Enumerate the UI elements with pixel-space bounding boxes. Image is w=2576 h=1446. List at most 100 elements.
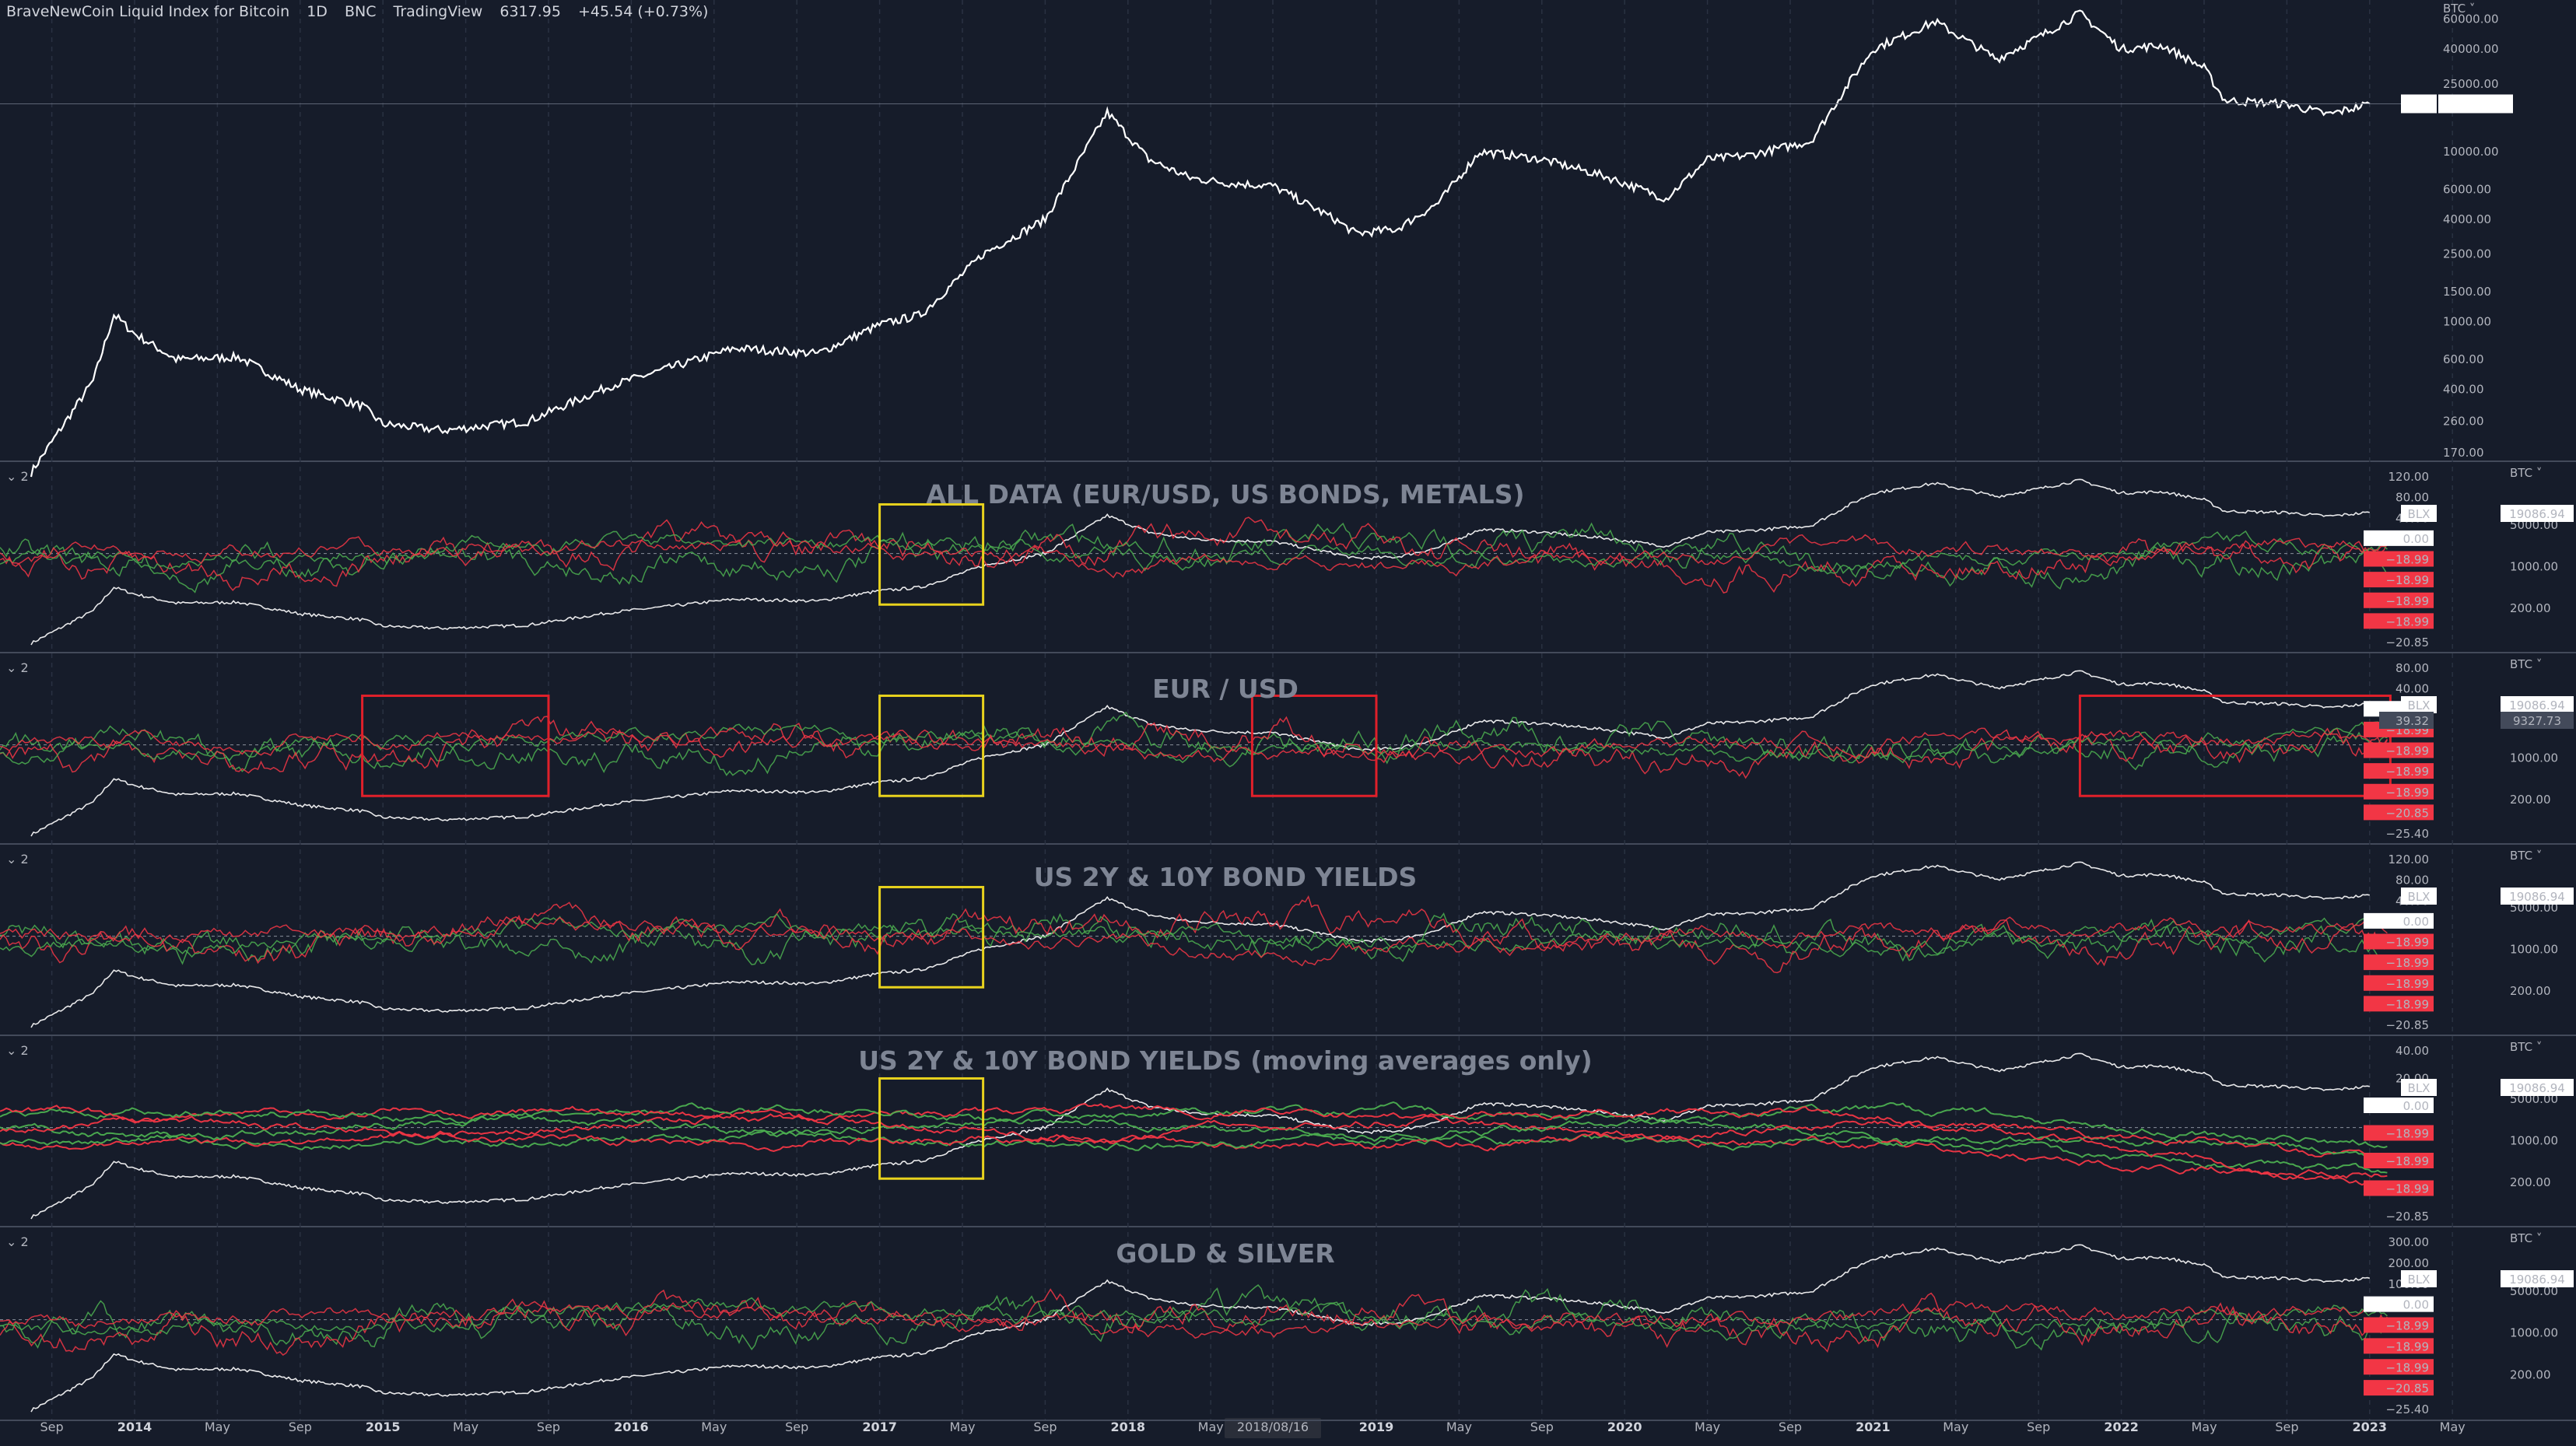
oscillator-tick-label: −18.99 — [2385, 1360, 2429, 1374]
x-tick-label: Sep — [40, 1420, 64, 1434]
oscillator-tick-label: −18.99 — [2385, 786, 2429, 800]
series-tag: BLX — [2408, 507, 2431, 521]
negative-value-box — [2364, 933, 2434, 950]
x-tick-label: Sep — [1033, 1420, 1057, 1434]
oscillator-tick-label: 0.00 — [2403, 915, 2429, 929]
price-tick-label: 600.00 — [2443, 352, 2484, 366]
highlight-box-red — [361, 694, 550, 797]
price-tick-label: 60000.00 — [2443, 12, 2499, 26]
negative-value-box — [2364, 996, 2434, 1012]
zero-value-box — [2364, 912, 2434, 929]
negative-value-box — [2364, 592, 2434, 608]
crosshair-value-box — [2501, 712, 2574, 729]
last-value-box — [2501, 696, 2574, 713]
negative-value-box — [2364, 954, 2434, 971]
x-tick-label: Sep — [1530, 1420, 1554, 1434]
highlight-box-yellow — [878, 885, 985, 989]
platform-label: TradingView — [393, 3, 483, 20]
zero-value-box — [2364, 1098, 2434, 1113]
pane-collapse-toggle[interactable]: ⌄ 2 — [6, 1234, 29, 1249]
price-tick-label: 1000.00 — [2510, 751, 2558, 765]
oscillator-tick-label: −20.85 — [2385, 635, 2429, 649]
x-tick-label: May — [1446, 1420, 1472, 1434]
series-tag-box — [2401, 1079, 2437, 1096]
pane-title-bond-yields-ma: US 2Y & 10Y BOND YIELDS (moving averages… — [858, 1045, 1593, 1076]
negative-value-box — [2364, 742, 2434, 758]
negative-value-box — [2364, 804, 2434, 821]
oscillator-line — [0, 1297, 2388, 1341]
x-tick-label: Sep — [785, 1420, 808, 1434]
pane-collapse-toggle[interactable]: ⌄ 2 — [6, 852, 29, 867]
x-tick-label: 2023 — [2353, 1420, 2388, 1434]
indicator-pane-1: 80.0040.000.00−18.99−18.99−18.99−18.99−2… — [0, 657, 2574, 841]
last-value-label: 19086.94 — [2509, 890, 2565, 904]
zero-value-box — [2364, 530, 2434, 546]
x-tick-label: May — [2191, 1420, 2217, 1434]
btc-overlay-line — [30, 670, 2370, 837]
oscillator-tick-label: 300.00 — [2388, 1235, 2430, 1249]
price-tick-label: 1000.00 — [2443, 315, 2491, 329]
negative-value-box — [2364, 763, 2434, 779]
btc-overlay-line — [30, 478, 2370, 646]
oscillator-line — [0, 1288, 2388, 1356]
pane-collapse-toggle[interactable]: ⌄ 2 — [6, 1043, 29, 1058]
price-tick-label: 1000.00 — [2510, 560, 2558, 574]
pane-title-eur-usd: EUR / USD — [1152, 674, 1299, 704]
price-tick-label: 40000.00 — [2443, 42, 2499, 56]
change-readout: +45.54 (+0.73%) — [578, 3, 709, 20]
series-tag: BLX — [2408, 890, 2431, 904]
x-tick-label: May — [1198, 1420, 1224, 1434]
oscillator-tick-label: 40.00 — [2396, 682, 2429, 696]
last-value-box — [2501, 1079, 2574, 1096]
pane-collapse-toggle[interactable]: ⌄ 2 — [6, 469, 29, 484]
series-tag-box — [2401, 505, 2437, 522]
highlight-box-yellow — [878, 502, 985, 606]
last-value-label: 19086.94 — [2509, 1273, 2565, 1287]
price-tick-label: 1500.00 — [2443, 285, 2491, 299]
x-tick-label: Sep — [537, 1420, 560, 1434]
negative-value-box — [2364, 783, 2434, 800]
btc-overlay-line — [30, 1244, 2370, 1413]
x-tick-label: May — [701, 1420, 727, 1434]
oscillator-line — [0, 530, 2388, 579]
negative-value-box — [2364, 1317, 2434, 1333]
crosshair-value-right: 9327.73 — [2513, 714, 2561, 728]
oscillator-axis: 120.0080.0040.000.00−18.99−18.99−18.99−1… — [2364, 853, 2434, 1032]
price-tick-label: 200.00 — [2510, 601, 2551, 615]
currency-menu: BTC ˅ — [2510, 1231, 2542, 1245]
oscillator-tick-label: −18.99 — [2385, 614, 2429, 628]
pane-collapse-toggle[interactable]: ⌄ 2 — [6, 660, 29, 675]
price-tick-label: 200.00 — [2510, 1175, 2551, 1189]
x-tick-label: Sep — [1779, 1420, 1802, 1434]
symbol-header[interactable]: BraveNewCoin Liquid Index for Bitcoin 1D… — [6, 3, 720, 20]
oscillator-tick-label: 40.00 — [2396, 1044, 2429, 1058]
oscillator-tick-label: 80.00 — [2396, 491, 2429, 505]
x-tick-label: 2017 — [862, 1420, 897, 1434]
indicator-pane-3: 40.0020.000.00−18.99−18.99−18.99−20.85BT… — [0, 1040, 2574, 1224]
oscillator-tick-label: −18.99 — [2385, 573, 2429, 587]
moving-average-line — [0, 1103, 2388, 1180]
price-tick-label: 400.00 — [2443, 383, 2484, 397]
currency-menu: BTC ˅ — [2443, 2, 2475, 16]
btc-price-line — [30, 9, 2371, 478]
oscillator-tick-label: −18.99 — [2385, 765, 2429, 779]
oscillator-line — [0, 721, 2388, 765]
currency-menu: BTC ˅ — [2510, 849, 2542, 863]
price-tick-label: 1000.00 — [2510, 1326, 2558, 1340]
moving-average-line — [0, 1101, 2388, 1174]
price-tick-label: 200.00 — [2510, 793, 2551, 807]
indicator-pane-2: 120.0080.0040.000.00−18.99−18.99−18.99−1… — [0, 849, 2574, 1032]
price-axis: BTC ˅5000.001000.00200.00BLX19086.9439.3… — [2379, 657, 2574, 807]
oscillator-line — [0, 711, 2388, 776]
oscillator-tick-label: 200.00 — [2388, 1256, 2430, 1270]
x-tick-label: May — [205, 1420, 230, 1434]
oscillator-tick-label: 0.00 — [2403, 1298, 2429, 1312]
x-tick-label: 2018/08/16 — [1237, 1420, 1309, 1434]
interval-label[interactable]: 1D — [307, 3, 328, 20]
negative-value-box — [2364, 1359, 2434, 1375]
oscillator-tick-label: −18.99 — [2385, 1182, 2429, 1196]
